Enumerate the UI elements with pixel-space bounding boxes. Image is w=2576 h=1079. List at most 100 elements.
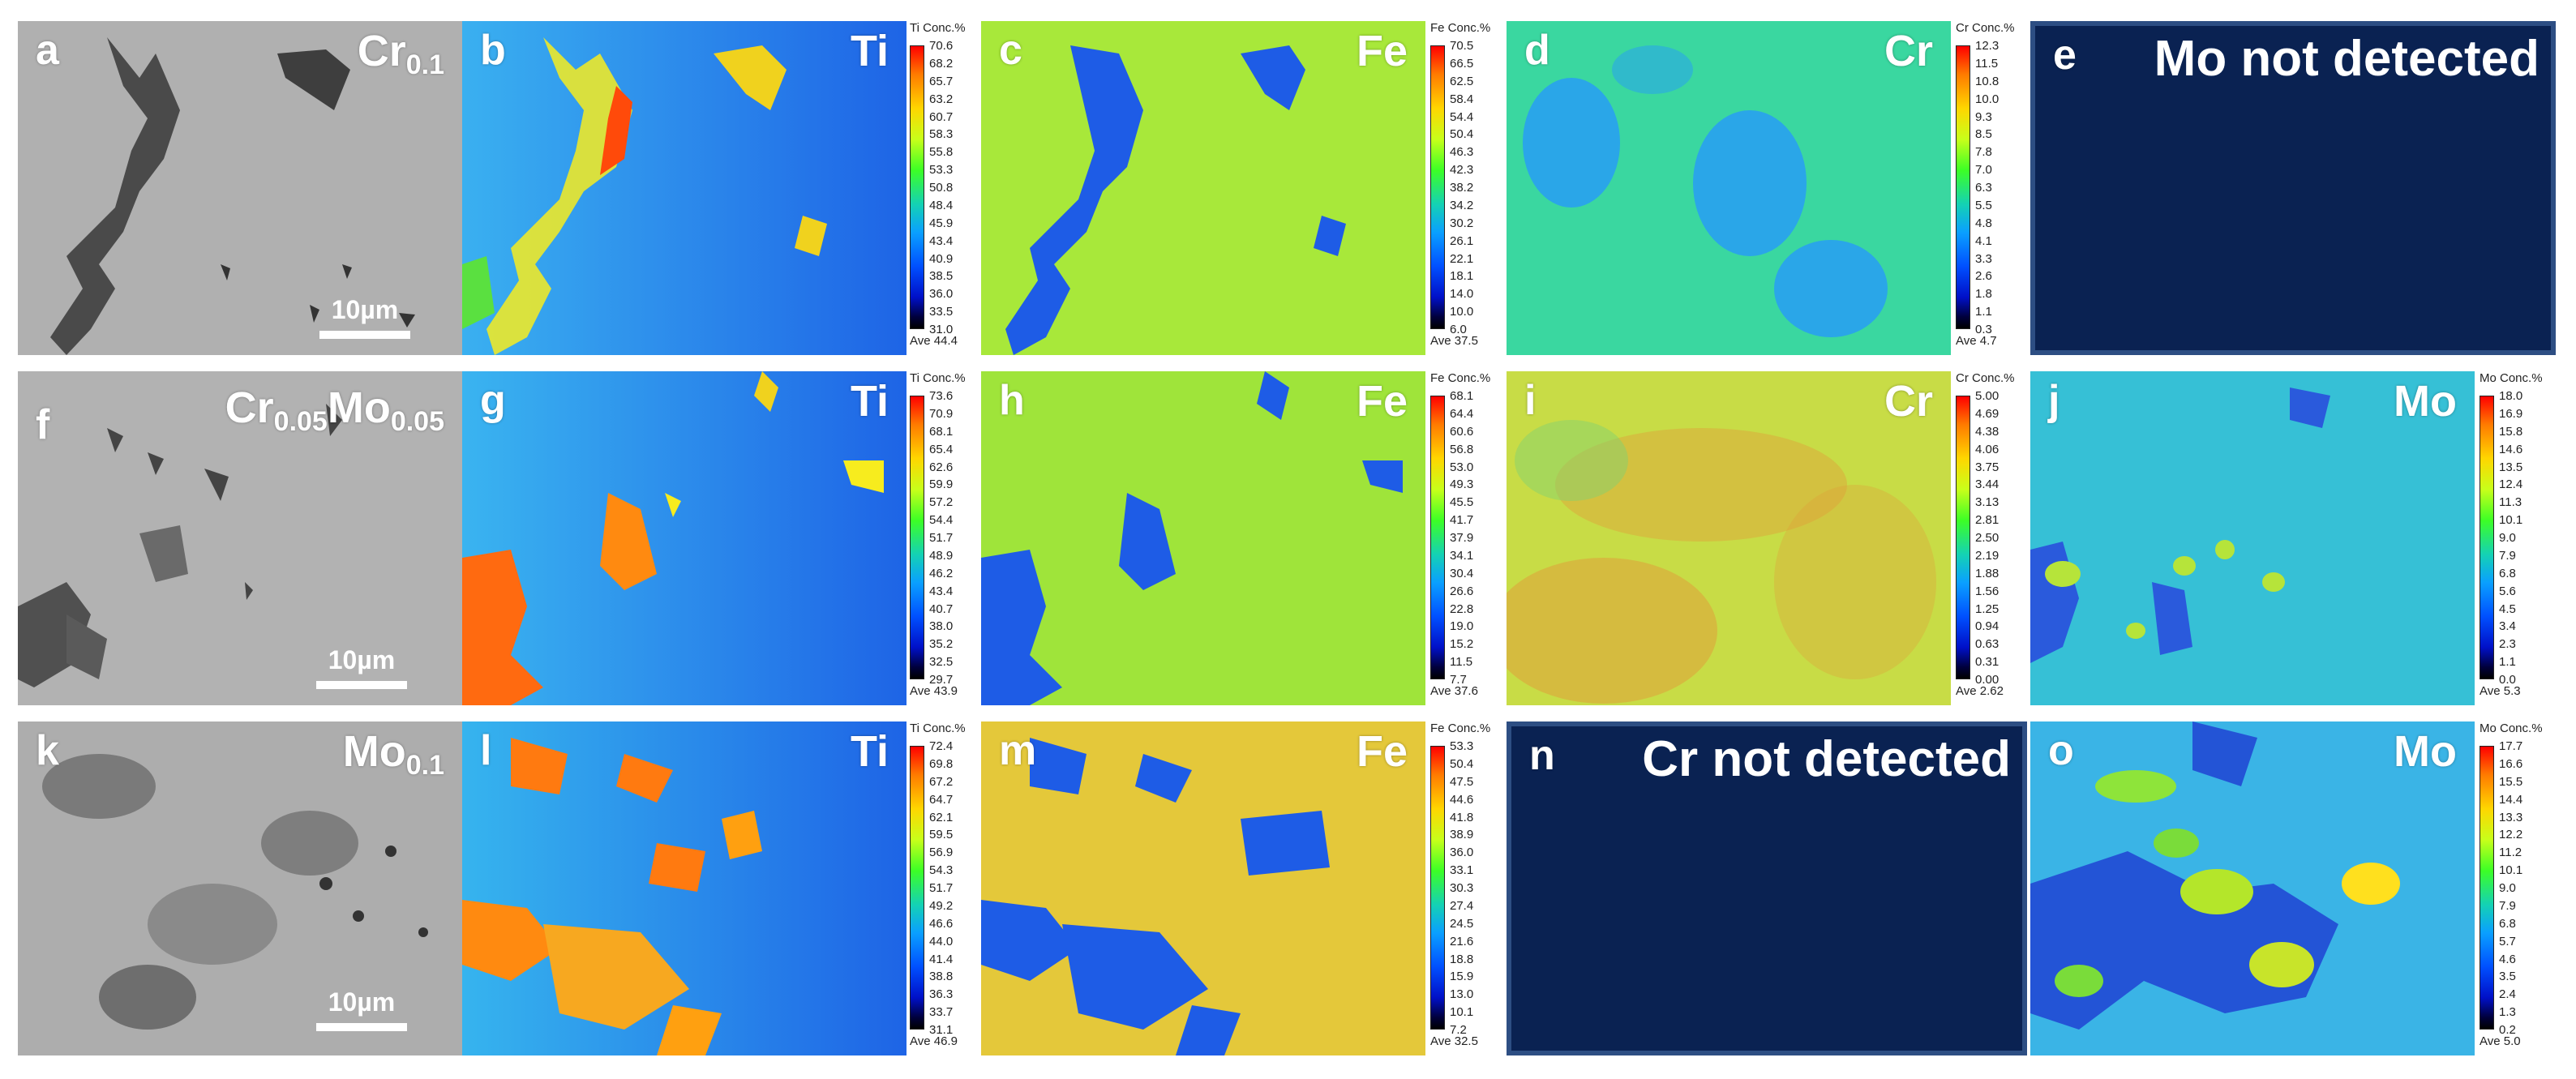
colorbar-tick-label: 3.75: [1975, 460, 2000, 474]
colorbar-tick-label: 4.38: [1975, 424, 2000, 439]
composition-element-2: Mo: [327, 383, 391, 432]
colorbar-tick-label: 51.7: [929, 881, 954, 895]
colorbar-tick-label: 9.0: [2499, 881, 2516, 895]
colorbar-gradient: [1956, 396, 1970, 679]
colorbar-tick-label: 5.5: [1975, 198, 1992, 212]
colorbar-tick-label: 53.3: [1450, 739, 1474, 753]
colorbar-tick-label: 58.3: [929, 127, 954, 142]
colorbar-tick-label: 33.5: [929, 305, 954, 319]
colorbar-average: Ave 32.5: [1430, 1034, 1478, 1048]
panel-letter: e: [2053, 32, 2077, 79]
colorbar-tick-label: 38.5: [929, 269, 954, 284]
colorbar-tick-label: 15.2: [1450, 637, 1474, 652]
colorbar-tick-label: 49.3: [1450, 477, 1474, 492]
colorbar-average: Ave 37.6: [1430, 684, 1478, 698]
colorbar-tick-label: 2.3: [2499, 637, 2516, 652]
element-label: Ti: [850, 27, 889, 75]
colorbar-tick-label: 30.2: [1450, 216, 1474, 230]
colorbar-gradient: [1430, 746, 1445, 1030]
colorbar-tick-label: 40.7: [929, 602, 954, 616]
colorbar-tick-label: 19.0: [1450, 619, 1474, 634]
colorbar-tick-label: 1.1: [2499, 655, 2516, 670]
colorbar-tick-label: 41.7: [1450, 513, 1474, 528]
colorbar-title: Fe Conc.%: [1430, 371, 1491, 385]
colorbar-i: Cr Conc.% 5.00 4.69 4.38 4.06 3.75 3.44 3.13 2.…: [1956, 371, 2022, 705]
colorbar-tick-label: 31.1: [929, 1023, 954, 1037]
colorbar-tick-label: 33.7: [929, 1005, 954, 1020]
colorbar-tick-label: 1.56: [1975, 584, 2000, 598]
colorbar-tick-label: 2.19: [1975, 548, 2000, 563]
colorbar-title: Cr Conc.%: [1956, 371, 2015, 385]
colorbar-tick-label: 59.9: [929, 477, 954, 492]
element-label: Ti: [850, 727, 889, 776]
element-label: Mo: [2394, 377, 2457, 426]
colorbar-gradient: [1956, 45, 1970, 329]
panel-letter: c: [999, 27, 1022, 74]
colorbar-tick-label: 57.2: [929, 495, 954, 510]
colorbar-tick-label: 50.8: [929, 181, 954, 195]
colorbar-title: Ti Conc.%: [910, 21, 966, 35]
colorbar-tick-label: 13.0: [1450, 987, 1474, 1002]
colorbar-tick-label: 4.1: [1975, 233, 1992, 248]
element-label: Fe: [1356, 377, 1408, 426]
scale-bar-line: [319, 331, 410, 339]
colorbar-tick-label: 68.1: [1450, 389, 1474, 403]
colorbar-tick-label: 10.1: [2499, 863, 2523, 878]
colorbar-tick-label: 5.00: [1975, 389, 2000, 403]
composition-label: Cr0.05Mo0.05: [225, 386, 444, 435]
colorbar-tick-label: 60.7: [929, 109, 954, 124]
colorbar-tick-label: 33.1: [1450, 863, 1474, 878]
colorbar-tick-label: 63.2: [929, 92, 954, 106]
colorbar-title: Cr Conc.%: [1956, 21, 2015, 35]
colorbar-tick-label: 46.6: [929, 916, 954, 931]
colorbar-tick-label: 10.8: [1975, 74, 2000, 88]
colorbar-title: Fe Conc.%: [1430, 721, 1491, 735]
composition-subscript-1: 0.05: [273, 406, 328, 437]
colorbar-tick-label: 24.5: [1450, 916, 1474, 931]
colorbar-tick-label: 31.0: [929, 323, 954, 336]
scale-bar-label: 10µm: [328, 645, 396, 674]
panel-letter: n: [1529, 732, 1555, 779]
colorbar-tick-label: 47.5: [1450, 774, 1474, 789]
colorbar-tick-label: 14.4: [2499, 792, 2523, 807]
panel-f-sem-image: f Cr0.05Mo0.05 10µm: [18, 371, 462, 705]
colorbar-tick-label: 2.4: [2499, 987, 2516, 1002]
colorbar-tick-label: 59.5: [929, 828, 954, 842]
colorbar-tick-label: 60.6: [1450, 424, 1474, 439]
panel-j-mo-map: j Mo: [2030, 371, 2475, 705]
colorbar-tick-label: 45.9: [929, 216, 954, 230]
panel-letter: o: [2048, 727, 2074, 774]
colorbar-tick-label: 4.5: [2499, 602, 2516, 616]
colorbar-g: Ti Conc.% 73.6 70.9 68.1 65.4 62.6 59.9 57.2 54…: [910, 371, 976, 705]
colorbar-tick-label: 15.8: [2499, 424, 2523, 439]
composition-element: Cr: [357, 27, 406, 75]
colorbar-tick-label: 2.81: [1975, 513, 2000, 528]
colorbar-tick-label: 69.8: [929, 756, 954, 771]
colorbar-average: Ave 5.3: [2480, 684, 2521, 698]
colorbar-average: Ave 37.5: [1430, 334, 1478, 348]
colorbar-tick-label: 9.0: [2499, 531, 2516, 545]
colorbar-tick-label: 26.1: [1450, 233, 1474, 248]
colorbar-tick-label: 10.1: [1450, 1005, 1474, 1020]
panel-letter: m: [999, 727, 1037, 774]
colorbar-tick-label: 42.3: [1450, 163, 1474, 178]
colorbar-gradient: [910, 746, 924, 1030]
colorbar-tick-label: 14.6: [2499, 442, 2523, 456]
colorbar-tick-label: 22.1: [1450, 251, 1474, 266]
colorbar-tick-label: 36.0: [1450, 846, 1474, 860]
colorbar-tick-label: 38.2: [1450, 181, 1474, 195]
colorbar-tick-label: 26.6: [1450, 584, 1474, 598]
colorbar-c: Fe Conc.% 70.5 66.5 62.5 58.4 54.4 50.4 46.3 42…: [1430, 21, 1497, 355]
colorbar-tick-label: 8.5: [1975, 127, 1992, 142]
colorbar-tick-label: 68.2: [929, 56, 954, 71]
not-detected-label: Mo not detected: [2154, 31, 2540, 87]
colorbar-tick-label: 51.7: [929, 531, 954, 545]
panel-b-ti-map: b Ti: [462, 21, 907, 355]
panel-k-sem-image: k Mo0.1 10µm: [18, 721, 462, 1055]
colorbar-tick-label: 12.4: [2499, 477, 2523, 492]
colorbar-tick-label: 4.06: [1975, 442, 2000, 456]
colorbar-tick-label: 46.2: [929, 566, 954, 580]
colorbar-tick-label: 4.69: [1975, 406, 2000, 421]
colorbar-tick-label: 43.4: [929, 233, 954, 248]
colorbar-tick-label: 13.3: [2499, 810, 2523, 824]
